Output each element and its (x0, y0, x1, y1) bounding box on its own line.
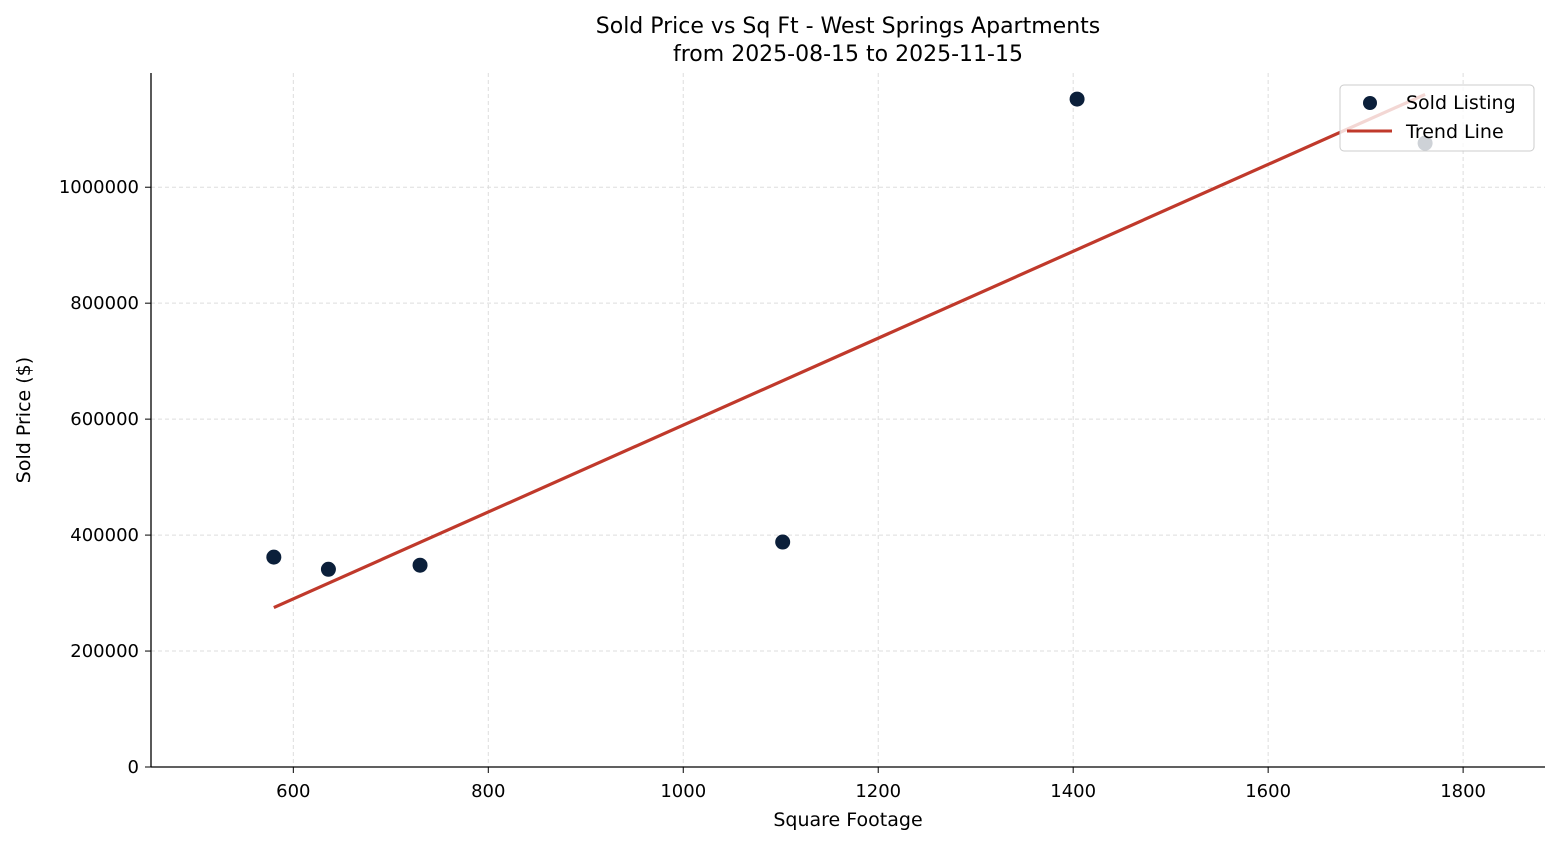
trend-line (273, 92, 1426, 610)
axis-ticks: 600 800 1000 1200 1400 1600 1800 0 200000 400000 6… (59, 177, 1486, 802)
legend-marker-sold-listing (1363, 96, 1377, 110)
data-point (1069, 91, 1085, 107)
chart-title: Sold Price vs Sq Ft - West Springs Apart… (596, 14, 1100, 39)
grid (151, 73, 1545, 767)
y-tick-label: 400000 (70, 525, 139, 546)
data-point (775, 534, 791, 550)
legend-box (1339, 84, 1535, 152)
x-tick-label: 1400 (1050, 781, 1096, 802)
chart-subtitle: from 2025-08-15 to 2025-11-15 (673, 42, 1023, 67)
x-axis-label: Square Footage (773, 809, 922, 831)
y-axis-label: Sold Price ($) (13, 357, 35, 483)
x-tick-label: 800 (471, 781, 505, 802)
plot-marks (266, 91, 1433, 610)
y-tick-label: 0 (128, 757, 139, 778)
data-point (266, 549, 282, 565)
x-tick-label: 1600 (1245, 781, 1291, 802)
legend: Sold Listing Trend Line (1339, 84, 1535, 152)
legend-label-trend-line: Trend Line (1405, 121, 1504, 143)
y-tick-label: 1000000 (59, 177, 139, 198)
x-tick-label: 1000 (660, 781, 706, 802)
data-point (320, 561, 336, 577)
data-point (412, 557, 428, 573)
x-tick-label: 1200 (855, 781, 901, 802)
y-tick-label: 200000 (70, 641, 139, 662)
y-tick-label: 600000 (70, 409, 139, 430)
x-tick-label: 1800 (1440, 781, 1486, 802)
y-tick-label: 800000 (70, 293, 139, 314)
legend-label-sold-listing: Sold Listing (1406, 92, 1516, 114)
x-tick-label: 600 (276, 781, 310, 802)
